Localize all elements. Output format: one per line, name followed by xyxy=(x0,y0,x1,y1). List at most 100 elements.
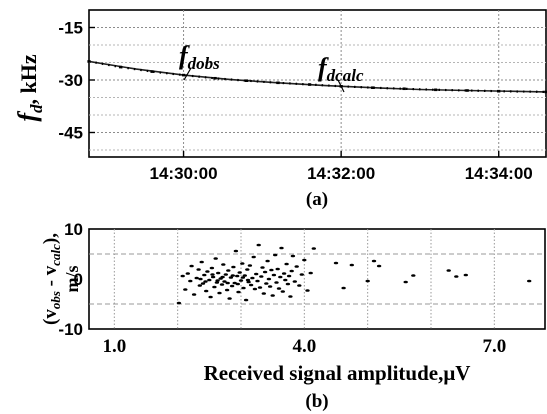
scatter-point xyxy=(202,273,207,277)
scatter-point xyxy=(273,253,278,257)
scatter-point xyxy=(281,272,287,275)
scatter-point xyxy=(225,281,230,285)
scatter-point xyxy=(176,301,182,305)
scatter-point xyxy=(223,273,228,276)
scatter-point xyxy=(264,282,269,285)
annotation-f-dobs-pointer xyxy=(183,67,192,81)
scatter-point xyxy=(198,277,203,281)
scatter-point xyxy=(463,273,468,277)
panel-b-y-tick-label: -10 xyxy=(58,320,83,339)
scatter-point xyxy=(305,289,310,292)
panel-a-x-tick-label: 14:34:00 xyxy=(465,164,533,183)
scatter-point xyxy=(209,266,215,270)
scatter-point xyxy=(196,268,201,271)
scatter-point xyxy=(278,275,283,279)
scatter-point xyxy=(240,276,246,279)
scatter-point xyxy=(371,259,377,263)
scatter-point xyxy=(220,275,225,279)
scatter-point xyxy=(283,278,288,282)
panel-a-x-tick-label: 14:30:00 xyxy=(150,164,218,183)
scatter-point xyxy=(284,262,289,266)
scatter-point xyxy=(266,277,272,281)
scatter-point xyxy=(275,267,280,271)
f-dobs-point xyxy=(181,73,186,77)
panel-b-y-label-sub1: obs xyxy=(48,291,63,309)
f-dobs-point xyxy=(371,86,375,89)
scatter-point xyxy=(235,274,240,278)
scatter-point xyxy=(290,254,296,258)
scatter-point xyxy=(270,294,275,297)
f-dobs-point xyxy=(150,70,154,73)
panel-b-y-label-mid: - v xyxy=(40,265,61,291)
scatter-point xyxy=(280,290,285,293)
f-dobs-point xyxy=(465,89,469,92)
scatter-point xyxy=(189,264,194,268)
scatter-point xyxy=(254,272,259,276)
scatter-point xyxy=(286,274,292,278)
scatter-point xyxy=(227,297,232,300)
panel-b-y-label: (vobs - vcalc), xyxy=(40,233,63,325)
f-dobs-point xyxy=(244,79,249,82)
scatter-point xyxy=(215,279,220,282)
scatter-point xyxy=(311,247,316,250)
scatter-point xyxy=(308,271,313,275)
scatter-point xyxy=(180,274,185,278)
scatter-point xyxy=(265,259,270,263)
panel-a-plot-area xyxy=(88,9,547,158)
panel-a-y-tick-label: -30 xyxy=(58,71,83,90)
scatter-point xyxy=(204,289,209,293)
panel-a-y-label-main: f xyxy=(13,111,42,122)
scatter-point xyxy=(245,278,251,282)
scatter-point xyxy=(197,284,202,287)
panel-b-y-tick-label: 10 xyxy=(64,220,83,239)
panel-b: 10 0 -10 1.0 4.0 7.0 (vobs - vcalc), m/s Rec… xyxy=(40,220,546,412)
panel-b-y-label-open: (v xyxy=(40,309,61,325)
panel-a-x-ticks: 14:30:00 14:32:00 14:34:00 xyxy=(150,151,533,183)
scatter-point xyxy=(403,280,408,284)
scatter-point xyxy=(233,249,239,253)
scatter-point xyxy=(241,286,246,290)
panel-b-y-unit: m/s xyxy=(62,266,82,293)
panel-b-gridlines xyxy=(89,229,545,329)
f-dobs-point xyxy=(118,65,123,69)
panel-b-plot-area xyxy=(88,228,546,330)
scatter-point xyxy=(243,298,249,302)
scatter-point xyxy=(261,292,266,295)
scatter-point xyxy=(259,275,264,278)
f-dobs-point xyxy=(87,60,91,63)
panel-b-y-label-close: ), xyxy=(40,233,61,244)
scatter-point xyxy=(251,255,256,259)
scatter-point xyxy=(216,271,221,275)
scatter-point xyxy=(252,287,258,291)
f-dobs-point xyxy=(213,76,217,80)
annotation-f-dcalc-sub: dcalc xyxy=(327,66,364,85)
panel-b-x-tick-label: 7.0 xyxy=(482,336,506,357)
f-dobs-point xyxy=(308,83,312,86)
panel-b-x-label: Received signal amplitude,μV xyxy=(204,361,471,385)
panel-a: -15-30-45 14:30:00 14:32:00 14:34:00 fd, k… xyxy=(13,9,547,210)
panel-a-y-tick-label: -45 xyxy=(58,124,83,143)
scatter-point xyxy=(267,285,273,288)
scatter-point xyxy=(212,285,217,289)
f-dobs-point xyxy=(276,81,280,85)
scatter-point xyxy=(248,283,254,287)
scatter-point xyxy=(294,265,299,268)
scatter-point xyxy=(222,280,227,283)
scatter-point xyxy=(349,263,354,267)
scatter-point xyxy=(224,288,230,292)
scatter-point xyxy=(247,264,253,267)
scatter-point xyxy=(245,268,250,271)
scatter-point xyxy=(205,270,210,273)
scatter-point xyxy=(262,270,268,274)
scatter-point xyxy=(299,273,304,276)
scatter-point xyxy=(271,273,277,277)
panel-a-series xyxy=(87,60,547,94)
panel-a-y-label-sub: d xyxy=(27,104,46,113)
scatter-point xyxy=(185,272,190,275)
scatter-point xyxy=(236,290,241,294)
scatter-point xyxy=(210,273,215,276)
scatter-point xyxy=(289,269,294,273)
panel-b-points xyxy=(176,243,532,305)
scatter-point xyxy=(365,279,370,283)
